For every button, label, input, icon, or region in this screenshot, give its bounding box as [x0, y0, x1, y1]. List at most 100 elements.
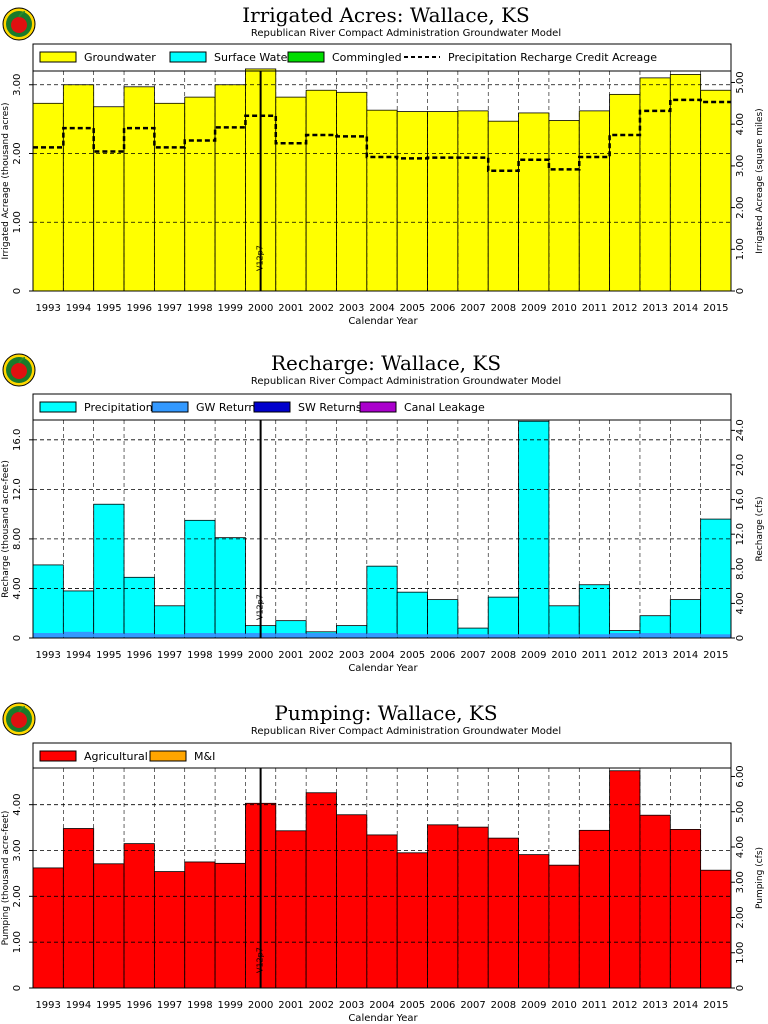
x-tick-label: 1993 — [35, 650, 60, 661]
chart-subtitle: Republican River Compact Administration … — [251, 376, 561, 387]
x-tick-label: 1996 — [126, 650, 151, 661]
legend-label: Precipitation — [84, 401, 153, 414]
x-tick-label: 2011 — [582, 650, 607, 661]
plot-frame — [32, 70, 732, 292]
x-tick-label: 2005 — [400, 303, 425, 314]
bar-gw-returns — [488, 634, 519, 638]
y2-tick-label: 8.00 — [735, 558, 746, 580]
x-tick-label: 2012 — [612, 303, 637, 314]
bar-gw-returns — [457, 634, 489, 638]
legend-swatch — [149, 750, 187, 762]
bar — [214, 537, 246, 639]
y2-tick-label: 16.0 — [735, 488, 746, 510]
x-tick-label: 2010 — [551, 1000, 576, 1011]
x-tick-label: 2000 — [248, 1000, 273, 1011]
bar — [700, 518, 732, 639]
bar — [396, 591, 428, 639]
model-marker-label: V12p7 — [256, 245, 265, 271]
x-tick-label: 1998 — [187, 303, 212, 314]
x-tick-label: 2012 — [612, 650, 637, 661]
x-tick-label: 2003 — [339, 303, 364, 314]
bar — [153, 102, 186, 292]
bar — [275, 96, 307, 292]
x-tick-label: 2013 — [642, 1000, 667, 1011]
bar-gw-returns — [63, 631, 94, 638]
bar — [457, 826, 489, 989]
y2-tick-label: 1.00 — [735, 942, 746, 964]
x-tick-label: 1996 — [126, 1000, 151, 1011]
bar — [639, 814, 671, 989]
x-axis-label: Calendar Year — [348, 316, 418, 327]
x-tick-label: 1993 — [35, 1000, 60, 1011]
bar — [548, 120, 580, 292]
bar — [32, 564, 64, 639]
bar — [609, 770, 641, 989]
x-tick-label: 1994 — [66, 650, 91, 661]
bar — [62, 590, 95, 639]
bar — [487, 837, 519, 989]
legend-swatch — [151, 401, 189, 413]
x-tick-label: 2013 — [642, 650, 667, 661]
y2-tick-label: 24.0 — [735, 419, 746, 441]
x-tick-label: 1999 — [218, 303, 243, 314]
y-tick-label: 4.00 — [12, 794, 23, 816]
bar — [427, 824, 459, 989]
x-tick-label: 1998 — [187, 650, 212, 661]
bar — [609, 93, 641, 292]
bar-gw-returns — [124, 633, 155, 638]
y2-tick-label: 0 — [735, 985, 746, 991]
x-tick-label: 1996 — [126, 303, 151, 314]
y2-tick-label: 12.0 — [735, 523, 746, 545]
x-tick-label: 2004 — [369, 650, 394, 661]
legend-swatch — [39, 401, 77, 413]
x-tick-label: 1995 — [96, 650, 121, 661]
x-tick-label: 1994 — [66, 303, 91, 314]
x-tick-label: 2006 — [430, 650, 455, 661]
bar — [578, 110, 611, 292]
logo-apple-icon — [2, 353, 36, 387]
x-tick-label: 2008 — [491, 650, 516, 661]
y-axis-label-left: Recharge (thousand acre-feet) — [1, 460, 11, 598]
x-tick-label: 2005 — [400, 650, 425, 661]
x-tick-label: 2010 — [551, 650, 576, 661]
x-tick-label: 2007 — [460, 650, 485, 661]
x-tick-label: 1994 — [66, 1000, 91, 1011]
bar — [184, 519, 216, 639]
legend-swatch — [39, 51, 77, 63]
bar-gw-returns — [427, 634, 458, 638]
x-tick-label: 2001 — [278, 1000, 303, 1011]
y2-tick-label: 5.00 — [735, 71, 746, 93]
chart-title: Irrigated Acres: Wallace, KS — [242, 3, 529, 27]
bar-gw-returns — [306, 633, 337, 638]
plot-frame — [32, 419, 732, 639]
x-tick-label: 2001 — [278, 650, 303, 661]
x-tick-label: 1997 — [157, 303, 182, 314]
x-tick-label: 2002 — [309, 303, 334, 314]
bar-gw-returns — [154, 634, 185, 638]
x-tick-label: 2000 — [248, 303, 273, 314]
x-tick-label: 2014 — [673, 303, 698, 314]
y2-tick-label: 20.0 — [735, 454, 746, 476]
bar — [427, 111, 459, 292]
x-tick-label: 2007 — [460, 303, 485, 314]
y-axis-label-left: Irrigated Acreage (thousand acres) — [1, 102, 11, 259]
bar — [518, 112, 550, 292]
bar-gw-returns — [579, 634, 610, 638]
chart-subtitle: Republican River Compact Administration … — [251, 726, 561, 737]
x-tick-label: 2009 — [521, 1000, 546, 1011]
x-tick-label: 1999 — [218, 1000, 243, 1011]
bar — [548, 864, 580, 989]
bar — [487, 596, 519, 639]
x-tick-label: 2005 — [400, 1000, 425, 1011]
x-tick-label: 2012 — [612, 1000, 637, 1011]
x-tick-label: 2009 — [521, 650, 546, 661]
y-tick-label: 16.0 — [12, 429, 23, 451]
chart-subtitle: Republican River Compact Administration … — [251, 28, 561, 39]
bar-gw-returns — [366, 633, 398, 638]
bar — [93, 106, 125, 292]
bar — [123, 843, 155, 989]
legend-swatch — [39, 750, 77, 762]
x-axis-label: Calendar Year — [348, 663, 418, 674]
y-tick-label: 0 — [12, 635, 23, 641]
